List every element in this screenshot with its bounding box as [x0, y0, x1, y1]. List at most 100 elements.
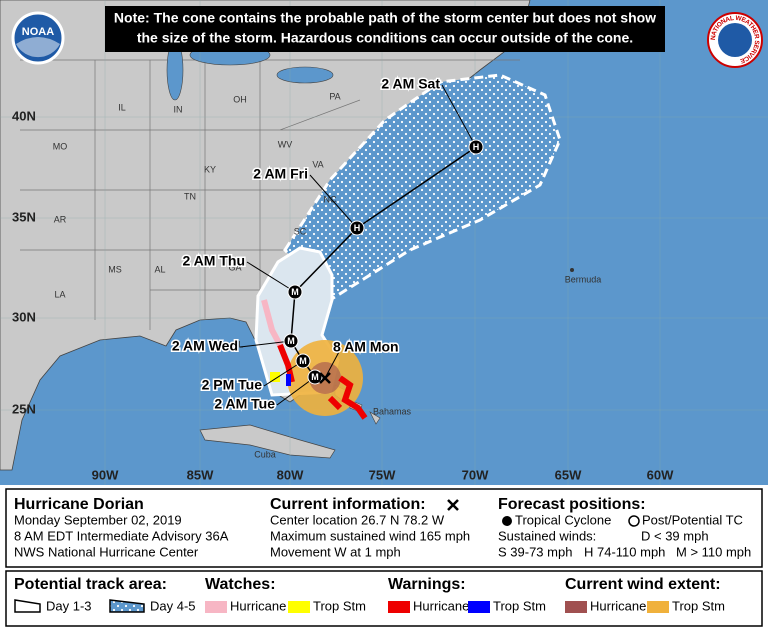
trop-storm-watch [270, 372, 280, 382]
current-line: Maximum sustained wind 165 mph [270, 528, 470, 543]
forecast-marker [349, 220, 365, 236]
forecast-label: 8 AM Mon [333, 339, 399, 355]
region-label: VA [312, 159, 323, 169]
forecast-label: 2 AM Fri [253, 166, 308, 182]
forecast-post: Post/Potential TC [642, 512, 743, 527]
bermuda-dot [570, 268, 574, 272]
swatch [647, 601, 669, 613]
forecast-tropical: Tropical Cyclone [515, 512, 611, 527]
swatch [565, 601, 587, 613]
legend-title: Watches: [205, 576, 276, 593]
winds-h: H 74-110 mph [584, 544, 665, 559]
lon-label: 90W [92, 467, 119, 482]
swatch [468, 601, 490, 613]
region-label: MO [53, 141, 68, 151]
states [20, 59, 520, 330]
region-label: WV [278, 139, 293, 149]
legend-item: Hurricane [590, 598, 646, 613]
storm-name: Hurricane Dorian [14, 496, 144, 513]
swatch [288, 601, 310, 613]
legend-item: Trop Stm [313, 598, 366, 613]
current-title: Current information: [270, 496, 426, 513]
lat-label: 30N [12, 309, 36, 324]
region-label: KY [204, 164, 216, 174]
lon-label: 75W [369, 467, 396, 482]
storm-date: Monday September 02, 2019 [14, 512, 182, 527]
info-box [5, 488, 763, 568]
place-label: Bermuda [565, 274, 602, 284]
leader-line [309, 174, 358, 229]
forecast-marker [307, 369, 323, 385]
note-line: the size of the storm. Hazardous conditi… [137, 30, 633, 46]
forecast-label: 2 PM Tue [202, 377, 263, 393]
leader-line [324, 349, 341, 379]
region-label: SC [294, 226, 307, 236]
marker-letter: H [473, 142, 480, 152]
legend-item: Hurricane [413, 598, 469, 613]
region-label: AL [154, 264, 165, 274]
lat-label: 35N [12, 209, 36, 224]
info-panel: Hurricane Dorian Monday September 02, 20… [5, 488, 763, 627]
day13-icon [14, 599, 41, 613]
forecast-marker [287, 284, 303, 300]
day45-icon [109, 599, 145, 613]
forecast-title: Forecast positions: [498, 496, 646, 513]
lake [276, 66, 334, 84]
leader-line [239, 340, 292, 348]
forecast-label: 2 AM Wed [172, 338, 238, 354]
nws-logo-center [718, 23, 752, 57]
storm-source: NWS National Hurricane Center [14, 544, 199, 559]
legend-item: Day 4-5 [150, 598, 196, 613]
lon-label: 85W [187, 467, 214, 482]
legend-title: Potential track area: [14, 576, 167, 593]
cuba-shape [199, 424, 336, 459]
forecast-label: 2 AM Tue [214, 396, 275, 412]
marker-letter: H [354, 223, 361, 233]
cone-day-4-5 [283, 73, 562, 302]
place-label: Cuba [254, 449, 276, 459]
note-box [105, 6, 665, 52]
marker-letter: M [311, 372, 319, 382]
region-label: LA [54, 289, 65, 299]
marker-letter: M [299, 356, 307, 366]
region-label: IL [118, 102, 126, 112]
region-label: GA [228, 262, 241, 272]
current-position [319, 372, 331, 384]
current-line: Movement W at 1 mph [270, 544, 401, 559]
forecast-label: 2 AM Thu [183, 253, 245, 269]
winds-s: S 39-73 mph [498, 544, 572, 559]
forecast-label: 2 AM Sat [381, 76, 440, 92]
legend-item: Trop Stm [493, 598, 546, 613]
leader-line [263, 360, 304, 387]
noaa-logo-wave [16, 37, 60, 58]
lon-label: 80W [277, 467, 304, 482]
current-icon [447, 499, 459, 511]
lat-label: 25N [12, 401, 36, 416]
region-label: MS [108, 264, 122, 274]
swatch [388, 601, 410, 613]
marker-letter: M [287, 336, 295, 346]
marker-letter: M [291, 287, 299, 297]
legend-title: Current wind extent: [565, 576, 721, 593]
forecast-marker [468, 139, 484, 155]
forecast-marker [295, 353, 311, 369]
trop-storm-warning [286, 374, 291, 386]
note-line: Note: The cone contains the probable pat… [114, 10, 656, 26]
winds-d: D < 39 mph [641, 528, 709, 543]
hurricane-warning [327, 375, 368, 420]
noaa-logo-text: NOAA [22, 26, 54, 38]
legend-item: Trop Stm [672, 598, 725, 613]
legend-item: Hurricane [230, 598, 286, 613]
leader-line [246, 261, 296, 293]
region-label: TN [184, 191, 196, 201]
tropical-icon [502, 516, 512, 526]
hurricane-watch [261, 299, 283, 347]
region-label: PA [329, 91, 340, 101]
lat-label: 40N [12, 108, 36, 123]
legend-box [5, 570, 763, 627]
region-label: AR [54, 214, 67, 224]
leader-line [441, 84, 477, 148]
lon-label: 65W [555, 467, 582, 482]
region-label: IN [174, 104, 183, 114]
post-icon [628, 515, 640, 527]
